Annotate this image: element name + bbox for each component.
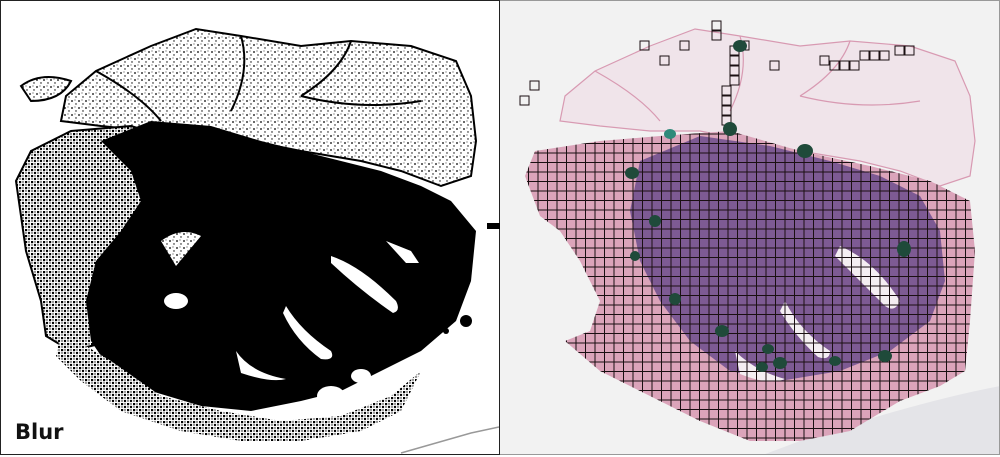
scattered-tiles bbox=[519, 20, 915, 126]
ink-marks bbox=[625, 40, 911, 372]
tissue-tile-overlay bbox=[500, 1, 999, 454]
tile-grid-panel bbox=[500, 0, 1000, 455]
blur-label: Blur bbox=[15, 420, 64, 444]
blur-mask-panel: Blur bbox=[0, 0, 500, 455]
blur-mask-image bbox=[14, 27, 499, 454]
